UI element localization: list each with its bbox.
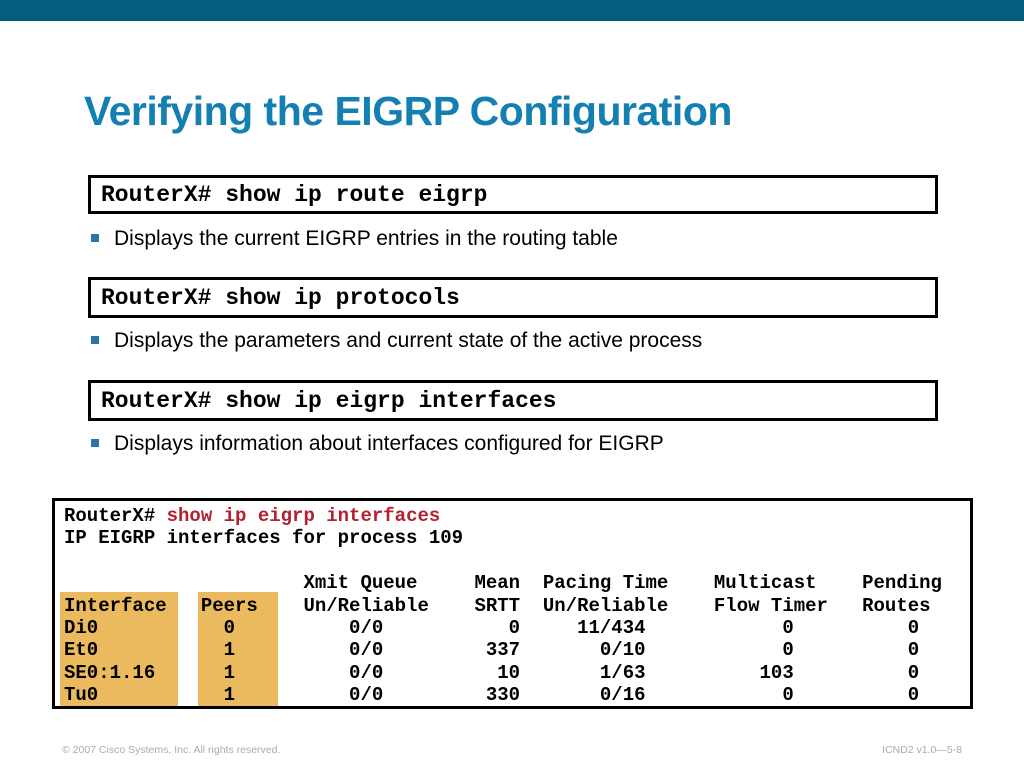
interface-column-highlight bbox=[60, 592, 178, 706]
slide-number: ICND2 v1.0—5-8 bbox=[882, 744, 962, 756]
command-box-show-ip-protocols: RouterX# show ip protocols bbox=[88, 277, 938, 318]
bullet-text: Displays the parameters and current stat… bbox=[114, 329, 703, 352]
command-box-show-ip-route-eigrp: RouterX# show ip route eigrp bbox=[88, 175, 938, 214]
bullet-item: Displays information about interfaces co… bbox=[91, 432, 961, 456]
page-title: Verifying the EIGRP Configuration bbox=[84, 88, 732, 134]
command-text: RouterX# show ip protocols bbox=[101, 284, 460, 311]
bullet-text: Displays the current EIGRP entries in th… bbox=[114, 227, 618, 250]
console-output: RouterX# show ip eigrp interfaces IP EIG… bbox=[55, 501, 970, 706]
table-row: Et0 1 0/0 337 0/10 0 0 bbox=[64, 639, 920, 662]
table-header-row-1: Xmit Queue Mean Pacing Time Multicast Pe… bbox=[64, 572, 942, 595]
console-output-box: RouterX# show ip eigrp interfaces IP EIG… bbox=[52, 498, 973, 709]
command-text: RouterX# show ip eigrp interfaces bbox=[101, 387, 557, 414]
bullet-square-icon bbox=[91, 336, 99, 344]
table-header-row-2: Interface Peers Un/Reliable SRTT Un/Reli… bbox=[64, 594, 931, 617]
table-row: Di0 0 0/0 0 11/434 0 0 bbox=[64, 617, 920, 640]
peers-column-highlight bbox=[198, 592, 278, 706]
console-process-line: IP EIGRP interfaces for process 109 bbox=[64, 527, 464, 550]
top-accent-bar bbox=[0, 0, 1024, 21]
bullet-square-icon bbox=[91, 439, 99, 447]
table-row: SE0:1.16 1 0/0 10 1/63 103 0 bbox=[64, 661, 920, 684]
command-text: RouterX# show ip route eigrp bbox=[101, 181, 488, 208]
bullet-square-icon bbox=[91, 234, 99, 242]
command-box-show-ip-eigrp-interfaces: RouterX# show ip eigrp interfaces bbox=[88, 380, 938, 421]
console-prompt-line: RouterX# show ip eigrp interfaces bbox=[64, 505, 970, 527]
copyright-text: © 2007 Cisco Systems, Inc. All rights re… bbox=[62, 744, 281, 756]
table-row: Tu0 1 0/0 330 0/16 0 0 bbox=[64, 684, 920, 707]
console-blank-line bbox=[64, 550, 970, 572]
bullet-item: Displays the parameters and current stat… bbox=[91, 329, 961, 353]
bullet-text: Displays information about interfaces co… bbox=[114, 432, 664, 455]
console-command: show ip eigrp interfaces bbox=[166, 505, 441, 527]
bullet-item: Displays the current EIGRP entries in th… bbox=[91, 227, 961, 251]
console-prompt: RouterX# bbox=[64, 505, 167, 527]
